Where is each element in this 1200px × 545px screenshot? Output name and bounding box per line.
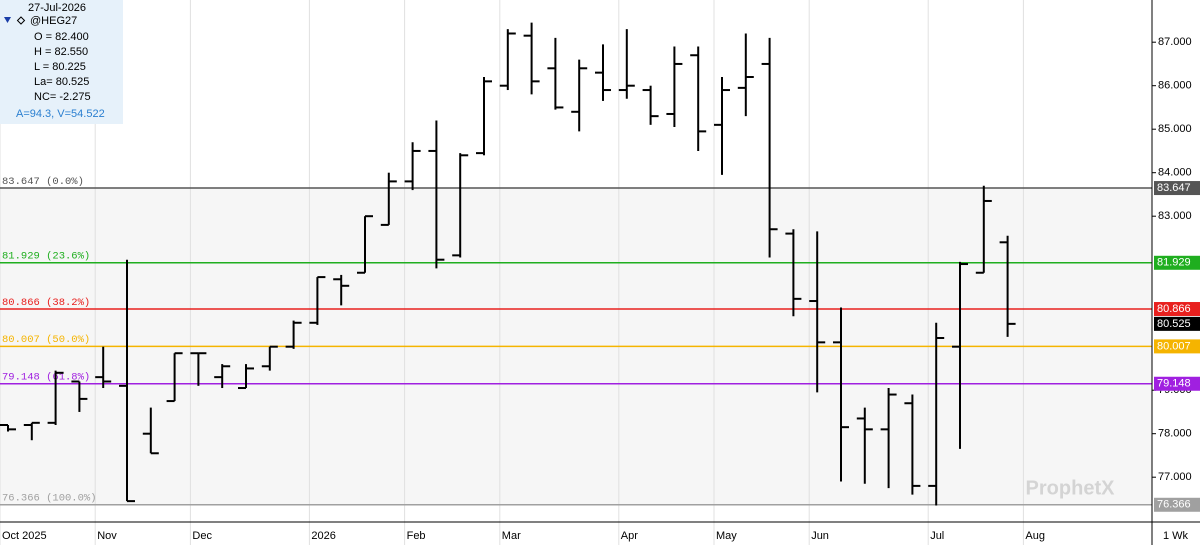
info-box: 27-Jul-2026 @HEG27 A=94.3, V=54.522 O = … [0, 0, 123, 124]
x-tick-label: May [716, 530, 737, 542]
y-tick-label: 77.000 [1158, 471, 1192, 483]
y-tick-label: 78.000 [1158, 428, 1192, 440]
y-tick-label: 83.000 [1158, 210, 1192, 222]
fib-price-box [1154, 302, 1200, 317]
x-tick-label: Dec [192, 530, 212, 542]
fib-price-label: 81.929 [1157, 257, 1191, 269]
info-arrow [4, 17, 11, 23]
y-tick-label: 85.000 [1158, 123, 1192, 135]
y-tick-label: 86.000 [1158, 80, 1192, 92]
info-date: 27-Jul-2026 [28, 2, 86, 14]
fib-price-label: 83.647 [1157, 182, 1191, 194]
x-tick-label: Apr [621, 530, 638, 542]
interval-label: 1 Wk [1163, 530, 1189, 542]
fib-price-box [1154, 497, 1200, 512]
x-tick-label: Aug [1025, 530, 1045, 542]
fib-price-box [1154, 181, 1200, 196]
x-tick-label: Jun [811, 530, 829, 542]
info-line: La= 80.525 [34, 76, 89, 88]
fib-label: 80.007 (50.0%) [2, 334, 90, 346]
x-tick-label: Mar [502, 530, 521, 542]
last-price-box [1154, 316, 1200, 331]
fib-label: 81.929 (23.6%) [2, 251, 90, 263]
fib-price-box [1154, 339, 1200, 354]
fib-price-label: 79.148 [1157, 378, 1191, 390]
fib-price-box [1154, 255, 1200, 270]
fib-label: 76.366 (100.0%) [2, 493, 97, 505]
fib-price-box [1154, 376, 1200, 391]
info-diamond [16, 16, 26, 25]
fib-label: 80.866 (38.2%) [2, 297, 90, 309]
info-line: H = 82.550 [34, 46, 88, 58]
fib-label: 83.647 (0.0%) [2, 176, 84, 188]
fib-price-label: 80.007 [1157, 340, 1191, 352]
info-symbol: @HEG27 [30, 15, 77, 27]
x-tick-label: Feb [407, 530, 426, 542]
plot-area: 83.647 (0.0%) 81.929 (23.6%) 80.866 (38.2%… [0, 0, 1152, 545]
y-tick-label: 87.000 [1158, 36, 1192, 48]
x-tick-label: Jul [930, 530, 944, 542]
watermark: ProphetX [1026, 477, 1116, 499]
info-stats: A=94.3, V=54.522 [16, 108, 105, 120]
info-line: O = 82.400 [34, 31, 89, 43]
fib-label: 79.148 (61.8%) [2, 372, 90, 384]
info-background [0, 0, 123, 124]
last-price-label: 80.525 [1157, 318, 1191, 330]
x-tick-label: 2026 [311, 530, 335, 542]
info-line: NC= -2.275 [34, 91, 91, 103]
x-tick-label: Oct 2025 [2, 530, 47, 542]
y-tick-label: 84.000 [1158, 167, 1192, 179]
x-tick-label: Nov [97, 530, 117, 542]
fib-price-label: 80.866 [1157, 303, 1191, 315]
fib-price-label: 76.366 [1157, 499, 1191, 511]
info-line: L = 80.225 [34, 61, 86, 73]
